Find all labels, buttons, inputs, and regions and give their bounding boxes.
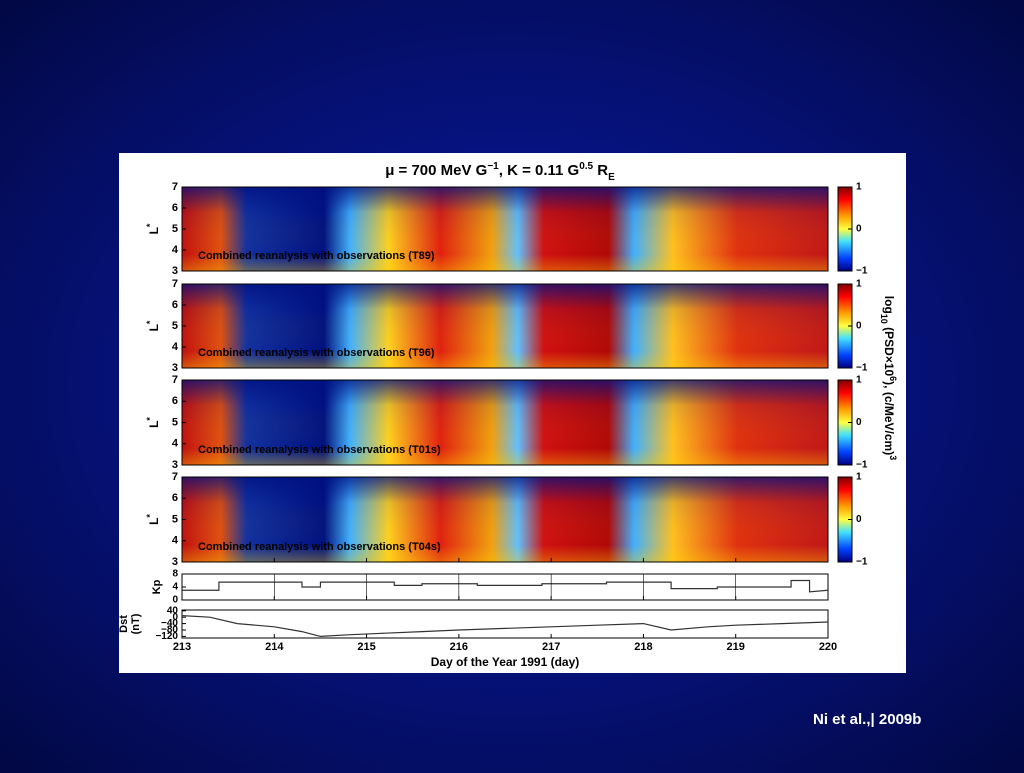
- y-tick-label: 6: [172, 492, 178, 504]
- cb-label-part: ), (c/MeV/cm): [882, 381, 896, 455]
- y-tick-label: 0: [172, 595, 178, 606]
- heatmap-shade: [182, 477, 828, 562]
- kp-line: [182, 579, 829, 593]
- colorbar-tick-label: 1: [856, 472, 862, 483]
- y-tick-label: 8: [172, 569, 178, 580]
- citation: Ni et al.,| 2009b: [813, 711, 921, 728]
- y-tick-label: 6: [172, 299, 178, 311]
- colorbar-tick-label: −1: [856, 363, 868, 374]
- panel-label: Combined reanalysis with observations (T…: [198, 444, 441, 456]
- heatmap-shade: [182, 284, 828, 368]
- y-axis-label: L*: [145, 223, 161, 234]
- y-label-sup: *: [145, 514, 155, 518]
- y-tick-label: −120: [155, 631, 178, 642]
- x-tick-label: 219: [727, 641, 745, 653]
- heatmap-shade: [182, 187, 828, 271]
- colorbar-tick-label: 1: [856, 279, 862, 290]
- colorbar-tick-label: −1: [856, 460, 868, 471]
- colorbar-tick-label: −1: [856, 266, 868, 277]
- cb-label-part: (PSD×10: [882, 324, 896, 377]
- y-tick-label: 4: [172, 535, 179, 547]
- y-tick-label: 3: [172, 459, 178, 471]
- dst-unit: (nT): [130, 613, 142, 634]
- y-tick-label: 4: [172, 582, 178, 593]
- y-tick-label: 3: [172, 362, 178, 374]
- cb-label-sup: 6: [888, 376, 898, 381]
- dst-label: Dst: [118, 615, 130, 633]
- panel-label: Combined reanalysis with observations (T…: [198, 541, 441, 553]
- x-axis-label: Day of the Year 1991 (day): [431, 655, 580, 669]
- x-tick-label: 218: [634, 641, 652, 653]
- y-tick-label: 5: [172, 320, 178, 332]
- x-tick-label: 220: [819, 641, 837, 653]
- y-tick-label: 6: [172, 395, 178, 407]
- colorbar-tick-label: 1: [856, 375, 862, 386]
- title-sup: 0.5: [579, 161, 593, 172]
- y-tick-label: 5: [172, 223, 178, 235]
- panel-label: Combined reanalysis with observations (T…: [198, 347, 435, 359]
- y-tick-label: −40: [161, 618, 178, 629]
- y-tick-label: 7: [172, 181, 178, 193]
- y-tick-label: 7: [172, 374, 178, 386]
- y-label-main: L: [147, 324, 161, 331]
- y-label-main: L: [147, 227, 161, 234]
- y-tick-label: 4: [172, 438, 179, 450]
- y-label-main: L: [147, 518, 161, 525]
- y-tick-label: 3: [172, 265, 178, 277]
- cb-label-sub: 10: [879, 314, 889, 324]
- figure-title: μ = 700 MeV G−1, K = 0.11 G0.5 RE: [385, 161, 615, 183]
- dst-line: [181, 615, 829, 638]
- x-tick-label: 213: [173, 641, 191, 653]
- x-tick-label: 216: [450, 641, 468, 653]
- y-axis-label: L*: [145, 417, 161, 428]
- x-tick-label: 215: [357, 641, 375, 653]
- x-tick-label: 214: [265, 641, 284, 653]
- y-tick-label: 4: [172, 341, 179, 353]
- y-tick-label: 7: [172, 278, 178, 290]
- heatmap-shade: [182, 380, 828, 465]
- y-tick-label: 5: [172, 513, 178, 525]
- colorbar-tick-label: 0: [856, 321, 862, 332]
- y-tick-label: 4: [172, 244, 179, 256]
- y-tick-label: 0: [172, 612, 178, 623]
- kp-label: Kp: [151, 579, 163, 594]
- y-label-sup: *: [145, 417, 155, 421]
- cb-label-sup: 3: [888, 455, 898, 460]
- title-sub: E: [608, 172, 615, 183]
- title-part: , K = 0.11 G: [499, 162, 579, 179]
- colorbar-tick-label: 1: [856, 182, 862, 193]
- colorbar-tick-label: 0: [856, 514, 862, 525]
- y-label-sup: *: [145, 223, 155, 227]
- colorbar-tick-label: −1: [856, 557, 868, 568]
- y-axis-label: L*: [145, 320, 161, 331]
- colorbar-tick-label: 0: [856, 224, 862, 235]
- colorbar-label: log10 (PSD×106), (c/MeV/cm)3: [879, 296, 898, 460]
- title-part: μ = 700 MeV G: [385, 162, 487, 179]
- y-tick-label: −80: [161, 625, 178, 636]
- y-tick-label: 3: [172, 556, 178, 568]
- cb-label-part: log: [882, 296, 896, 314]
- colorbar-tick-label: 0: [856, 417, 862, 428]
- y-tick-label: 6: [172, 202, 178, 214]
- y-axis-label: L*: [145, 514, 161, 525]
- title-sup: −1: [487, 161, 499, 172]
- panel-label: Combined reanalysis with observations (T…: [198, 250, 435, 262]
- y-label-sup: *: [145, 320, 155, 324]
- y-label-main: L: [147, 421, 161, 428]
- title-part: R: [593, 162, 608, 179]
- x-tick-label: 217: [542, 641, 560, 653]
- y-tick-label: 40: [167, 605, 179, 616]
- y-tick-label: 7: [172, 471, 178, 483]
- y-tick-label: 5: [172, 416, 178, 428]
